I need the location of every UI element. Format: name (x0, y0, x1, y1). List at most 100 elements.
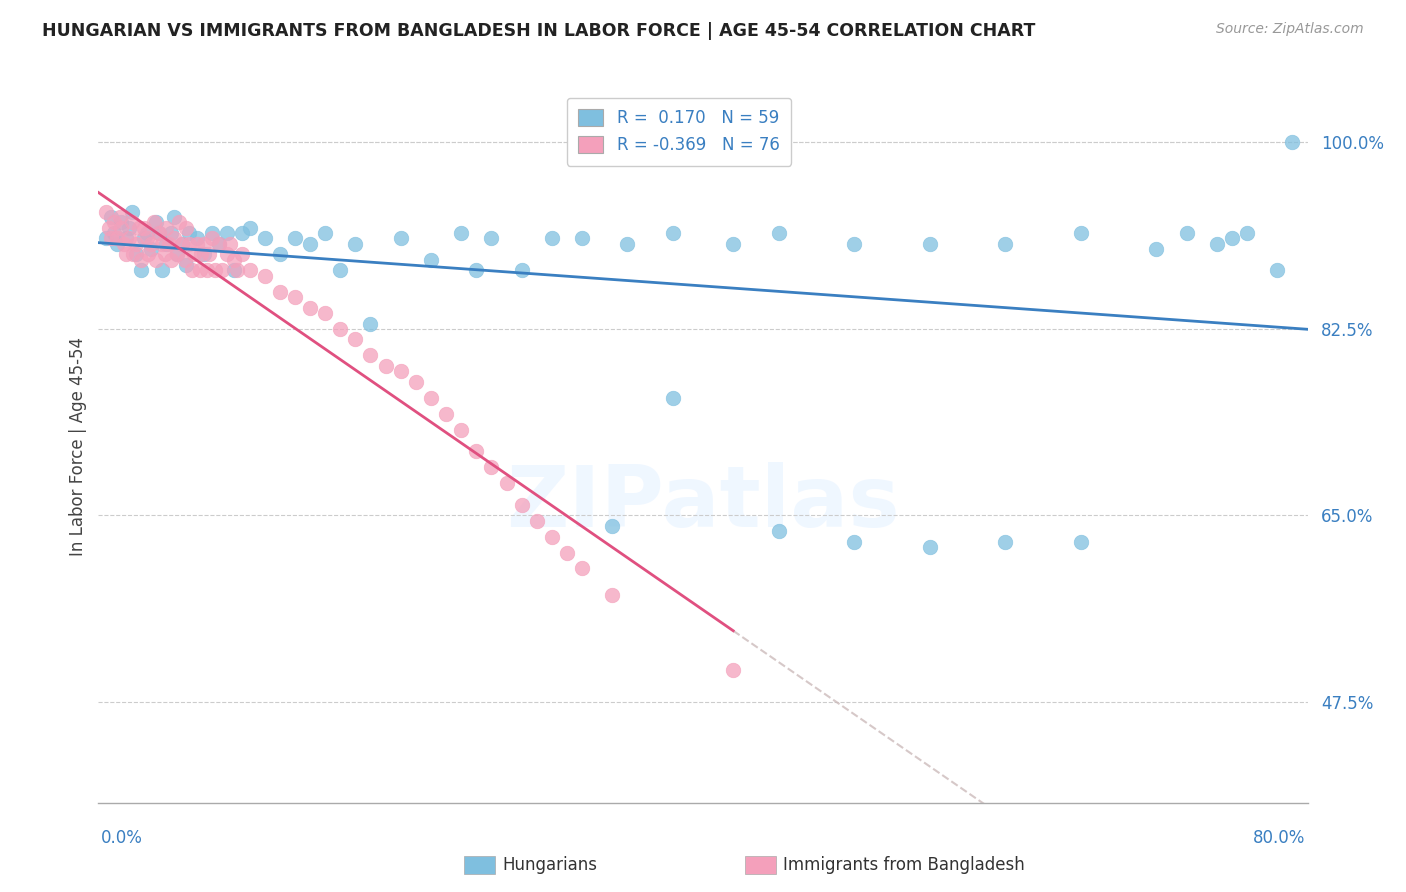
Point (128, 220, 150, 235)
Point (253, 268, 276, 283)
Point (510, 498, 533, 512)
Point (148, 226, 170, 240)
Text: ZIPatlas: ZIPatlas (506, 461, 900, 545)
Point (994, 534, 1017, 549)
Point (374, 359, 396, 373)
Point (163, 231, 186, 245)
Point (145, 215, 167, 229)
Point (526, 514, 548, 528)
Text: Source: ZipAtlas.com: Source: ZipAtlas.com (1216, 22, 1364, 37)
Point (219, 236, 242, 251)
Point (1175, 226, 1198, 240)
Point (118, 231, 141, 245)
Point (155, 236, 177, 251)
Point (215, 226, 238, 240)
Point (110, 220, 132, 235)
Point (314, 226, 336, 240)
Point (571, 231, 593, 245)
Point (177, 236, 201, 251)
Point (434, 407, 457, 421)
Point (360, 317, 382, 331)
Point (314, 306, 336, 320)
Point (844, 236, 866, 251)
Point (174, 220, 197, 235)
Point (465, 263, 488, 277)
Point (141, 236, 163, 251)
Point (1236, 226, 1258, 240)
Point (661, 226, 683, 240)
Point (183, 247, 205, 261)
Point (193, 247, 215, 261)
Point (344, 236, 367, 251)
Point (721, 663, 744, 677)
Point (174, 258, 197, 272)
Point (208, 236, 231, 251)
Point (215, 247, 238, 261)
Point (125, 236, 148, 251)
Point (150, 263, 173, 277)
Point (105, 231, 128, 245)
Point (121, 215, 143, 229)
Point (159, 236, 181, 251)
Point (465, 444, 488, 458)
Point (329, 322, 352, 336)
Point (122, 247, 145, 261)
Point (450, 226, 472, 240)
Point (177, 226, 201, 240)
Point (269, 247, 291, 261)
Point (571, 561, 593, 575)
Point (195, 263, 218, 277)
Point (231, 247, 253, 261)
Point (299, 301, 322, 315)
Point (110, 215, 132, 229)
Point (190, 247, 212, 261)
Point (201, 226, 224, 240)
Point (994, 236, 1017, 251)
Point (602, 588, 624, 602)
Y-axis label: In Labor Force | Age 45-54: In Labor Force | Age 45-54 (69, 336, 87, 556)
Point (100, 210, 122, 224)
Point (226, 263, 249, 277)
Point (132, 220, 155, 235)
Text: 0.0%: 0.0% (101, 829, 143, 847)
Point (918, 236, 941, 251)
Point (616, 236, 638, 251)
Point (510, 263, 533, 277)
Point (155, 220, 177, 235)
Point (1206, 236, 1229, 251)
Point (481, 460, 503, 475)
Point (136, 247, 159, 261)
Point (450, 423, 472, 437)
Point (768, 226, 790, 240)
Point (405, 375, 427, 389)
Point (125, 247, 148, 261)
Point (166, 247, 188, 261)
Point (114, 247, 136, 261)
Point (1144, 242, 1167, 256)
Point (360, 349, 382, 363)
Point (224, 263, 246, 277)
Point (602, 519, 624, 533)
Point (197, 247, 219, 261)
Point (135, 231, 157, 245)
Point (344, 333, 367, 347)
Point (150, 236, 173, 251)
Point (129, 252, 152, 267)
Text: HUNGARIAN VS IMMIGRANTS FROM BANGLADESH IN LABOR FORCE | AGE 45-54 CORRELATION C: HUNGARIAN VS IMMIGRANTS FROM BANGLADESH … (42, 22, 1036, 40)
Point (100, 231, 122, 245)
Point (108, 210, 131, 224)
Point (540, 231, 562, 245)
Point (419, 391, 441, 405)
Point (170, 236, 193, 251)
Point (211, 263, 233, 277)
Point (114, 231, 136, 245)
Point (239, 220, 262, 235)
Point (188, 263, 211, 277)
Text: Hungarians: Hungarians (502, 856, 598, 874)
Point (98, 220, 121, 235)
Point (135, 226, 157, 240)
Point (555, 545, 578, 559)
Point (103, 215, 125, 229)
Point (231, 226, 253, 240)
Point (389, 231, 412, 245)
